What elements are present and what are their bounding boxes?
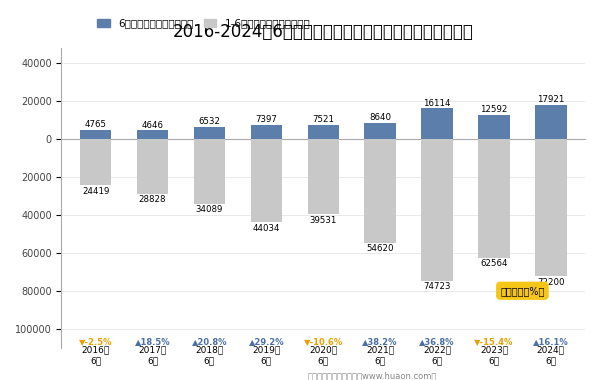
Bar <box>421 108 452 139</box>
Text: 2017年
6月: 2017年 6月 <box>139 345 167 365</box>
Bar <box>535 105 566 139</box>
Text: 2022年
6月: 2022年 6月 <box>423 345 451 365</box>
Text: 39531: 39531 <box>310 216 337 225</box>
Bar <box>251 125 282 139</box>
Text: 72200: 72200 <box>537 278 565 287</box>
Text: 24419: 24419 <box>82 187 109 196</box>
Bar <box>308 125 339 139</box>
Bar <box>478 115 509 139</box>
Text: 制图：华经产业研究院（www.huaon.com）: 制图：华经产业研究院（www.huaon.com） <box>307 371 437 380</box>
Bar <box>80 130 111 139</box>
Bar <box>308 139 339 214</box>
Text: 2024年
6月: 2024年 6月 <box>537 345 565 365</box>
Text: 同比增速（%）: 同比增速（%） <box>500 286 545 296</box>
Text: 7521: 7521 <box>312 115 334 124</box>
Text: 16114: 16114 <box>423 99 451 108</box>
Text: 2018年
6月: 2018年 6月 <box>196 345 224 365</box>
Text: ▲38.2%: ▲38.2% <box>362 337 398 346</box>
Text: ▼-15.4%: ▼-15.4% <box>474 337 514 346</box>
Bar <box>194 127 225 139</box>
Text: 2019年
6月: 2019年 6月 <box>252 345 280 365</box>
Title: 2016-2024年6月中国与法属波利尼西亚双边货物进出口额: 2016-2024年6月中国与法属波利尼西亚双边货物进出口额 <box>173 23 473 41</box>
Text: ▼-2.5%: ▼-2.5% <box>79 337 112 346</box>
Bar <box>364 122 396 139</box>
Text: 7397: 7397 <box>256 115 277 124</box>
Bar <box>251 139 282 222</box>
Text: ▲36.8%: ▲36.8% <box>419 337 455 346</box>
Text: ▲18.5%: ▲18.5% <box>135 337 170 346</box>
Bar <box>80 139 111 185</box>
Bar <box>194 139 225 204</box>
Text: 17921: 17921 <box>537 95 565 104</box>
Text: 12592: 12592 <box>480 106 508 114</box>
Text: 4646: 4646 <box>142 120 164 130</box>
Text: ▲20.8%: ▲20.8% <box>191 337 227 346</box>
Text: ▲16.1%: ▲16.1% <box>533 337 569 346</box>
Text: 2023年
6月: 2023年 6月 <box>480 345 508 365</box>
Text: 54620: 54620 <box>367 244 394 253</box>
Text: 34089: 34089 <box>196 205 223 214</box>
Bar <box>421 139 452 281</box>
Bar <box>364 139 396 242</box>
Text: 2016年
6月: 2016年 6月 <box>82 345 110 365</box>
Text: 8640: 8640 <box>369 113 391 122</box>
Bar <box>137 130 168 139</box>
Bar <box>535 139 566 276</box>
Text: 74723: 74723 <box>423 282 451 291</box>
Text: 44034: 44034 <box>253 224 280 233</box>
Legend: 6月进出口总额（千美元）, 1-6月进出口总额（千美元）: 6月进出口总额（千美元）, 1-6月进出口总额（千美元） <box>93 14 314 32</box>
Text: ▼-10.6%: ▼-10.6% <box>304 337 343 346</box>
Text: 28828: 28828 <box>139 195 166 204</box>
Text: 62564: 62564 <box>480 260 508 268</box>
Text: 2020年
6月: 2020年 6月 <box>309 345 337 365</box>
Text: ▲29.2%: ▲29.2% <box>248 337 284 346</box>
Text: 4765: 4765 <box>85 120 107 129</box>
Bar <box>137 139 168 194</box>
Text: 2021年
6月: 2021年 6月 <box>366 345 394 365</box>
Bar <box>478 139 509 258</box>
Text: 6532: 6532 <box>199 117 220 126</box>
